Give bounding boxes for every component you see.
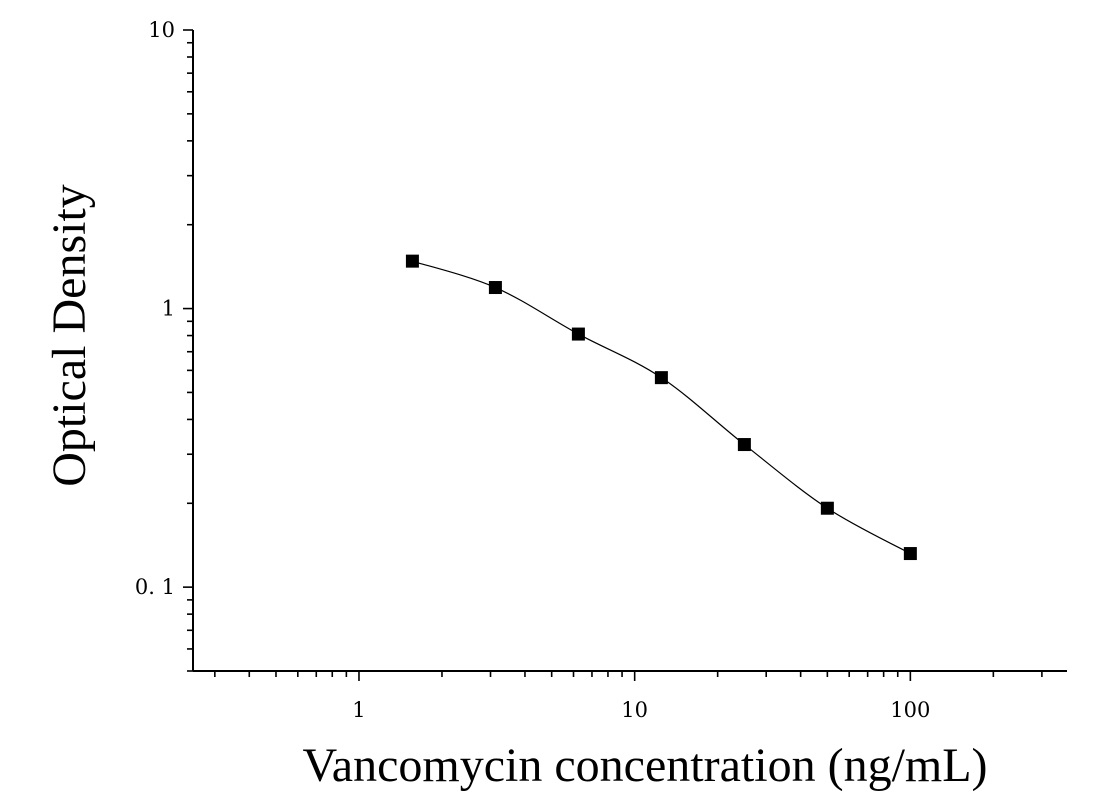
y-axis-title: Optical Density [43,184,96,487]
data-point [903,547,917,561]
fit-curve [412,260,911,555]
x-tick-label: 1 [352,698,365,722]
x-tick-label: 100 [890,698,930,722]
x-axis-title: Vancomycin concentration (ng/mL) [302,739,987,792]
data-point [654,371,668,385]
y-tick-label: 1 [162,297,175,321]
data-point [737,438,751,452]
data-point [405,254,419,268]
axes: 0. 1 1 10 1 10 100 [135,18,1067,722]
y-tick-label: 0. 1 [135,575,175,599]
y-tick-label: 10 [148,18,175,42]
fit-curve-layer [412,260,911,555]
data-point [820,501,834,515]
data-point [571,327,585,341]
x-tick-label: 10 [621,698,648,722]
data-points [405,254,917,561]
data-point [488,281,502,295]
